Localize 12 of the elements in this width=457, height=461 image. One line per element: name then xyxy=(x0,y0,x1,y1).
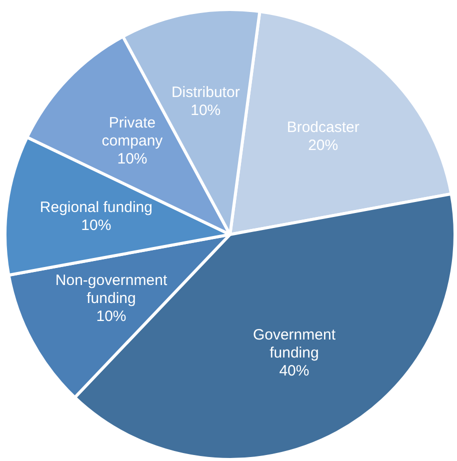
slice-label: Brodcaster xyxy=(286,118,360,136)
slice-label: Government funding xyxy=(252,326,336,362)
slice-label: Distributor xyxy=(171,84,240,101)
slice-label: Non-government funding xyxy=(55,272,168,307)
data-label: 10% xyxy=(190,102,221,119)
data-label: 10% xyxy=(81,216,112,234)
slice-label: Regional funding xyxy=(40,198,152,216)
data-label: 10% xyxy=(96,308,126,325)
data-label: 20% xyxy=(308,136,338,154)
slice-label: Private company xyxy=(102,114,164,150)
data-label: 10% xyxy=(117,150,148,168)
data-label: 40% xyxy=(279,362,310,380)
